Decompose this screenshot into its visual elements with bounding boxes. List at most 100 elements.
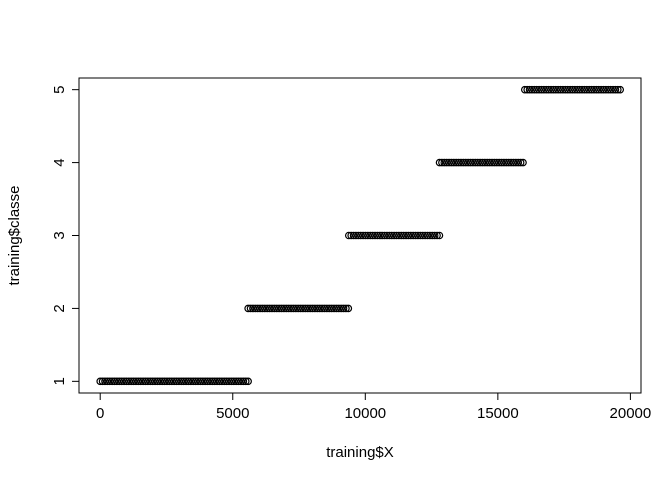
data-point (179, 377, 188, 386)
data-point (473, 158, 482, 167)
data-point (263, 304, 272, 313)
data-point (199, 377, 207, 386)
data-point (500, 158, 508, 167)
data-point (590, 85, 598, 94)
data-point (497, 158, 506, 167)
data-point (134, 377, 143, 386)
series-1-points (96, 377, 252, 386)
data-point (347, 231, 355, 240)
data-point (409, 231, 418, 240)
data-point (604, 85, 613, 94)
x-tick-label: 10000 (344, 405, 386, 422)
data-point (187, 377, 195, 386)
data-point (337, 304, 345, 313)
data-point (418, 231, 427, 240)
data-point (158, 377, 167, 386)
data-point (156, 377, 164, 386)
data-point (105, 377, 114, 386)
data-point (519, 158, 527, 167)
data-point (495, 158, 503, 167)
data-point (230, 377, 238, 386)
data-point (113, 377, 121, 386)
data-point (141, 377, 150, 386)
data-point (115, 377, 124, 386)
data-point (520, 85, 529, 94)
data-point (390, 231, 398, 240)
data-point (320, 304, 329, 313)
data-point (196, 377, 205, 386)
data-point (556, 85, 565, 94)
series-4-points (435, 158, 527, 167)
data-point (542, 85, 551, 94)
data-point (253, 304, 262, 313)
data-point (265, 304, 274, 313)
data-point (194, 377, 202, 386)
data-point (249, 304, 257, 313)
data-point (206, 377, 214, 386)
data-point (571, 85, 579, 94)
data-point (594, 85, 603, 94)
data-point (239, 377, 248, 386)
series-2-points (244, 304, 353, 313)
data-point (244, 304, 252, 313)
data-point (416, 231, 425, 240)
data-point (175, 377, 183, 386)
data-point (606, 85, 615, 94)
data-point (359, 231, 367, 240)
x-axis: 0 5000 10000 15000 20000 (96, 392, 651, 422)
data-point (108, 377, 116, 386)
data-point (502, 158, 511, 167)
data-point (445, 158, 453, 167)
data-point (471, 158, 480, 167)
data-point (385, 231, 394, 240)
data-point (270, 304, 279, 313)
data-point (272, 304, 281, 313)
data-point (516, 158, 525, 167)
data-point (614, 85, 622, 94)
data-point (566, 85, 574, 94)
data-point (311, 304, 319, 313)
data-point (512, 158, 520, 167)
data-point (325, 304, 334, 313)
data-point (294, 304, 303, 313)
data-point (478, 158, 487, 167)
data-point (525, 85, 534, 94)
data-point (222, 377, 231, 386)
data-point (523, 85, 531, 94)
y-axis-label: training$classe (6, 185, 23, 285)
data-point (184, 377, 193, 386)
data-point (483, 158, 492, 167)
data-point (170, 377, 178, 386)
data-point (334, 304, 343, 313)
y-tick-label: 5 (51, 85, 68, 93)
data-point (125, 377, 133, 386)
data-point (289, 304, 298, 313)
data-point (165, 377, 174, 386)
data-point (399, 231, 408, 240)
data-point (98, 377, 107, 386)
x-axis-label: training$X (326, 444, 394, 461)
data-point (163, 377, 171, 386)
data-point (547, 85, 555, 94)
data-point (485, 158, 494, 167)
data-point (225, 377, 233, 386)
data-point (551, 85, 560, 94)
data-point (342, 304, 350, 313)
data-point (241, 377, 250, 386)
data-point (366, 231, 375, 240)
data-point (426, 231, 434, 240)
data-point (172, 377, 181, 386)
x-tick-label: 5000 (216, 405, 249, 422)
data-point (277, 304, 286, 313)
data-point (575, 85, 584, 94)
data-point (244, 377, 252, 386)
data-point (191, 377, 200, 386)
data-point (433, 231, 441, 240)
data-point (144, 377, 152, 386)
data-point (306, 304, 314, 313)
data-point (344, 304, 353, 313)
data-point (296, 304, 305, 313)
data-point (339, 304, 348, 313)
data-points (96, 85, 625, 386)
